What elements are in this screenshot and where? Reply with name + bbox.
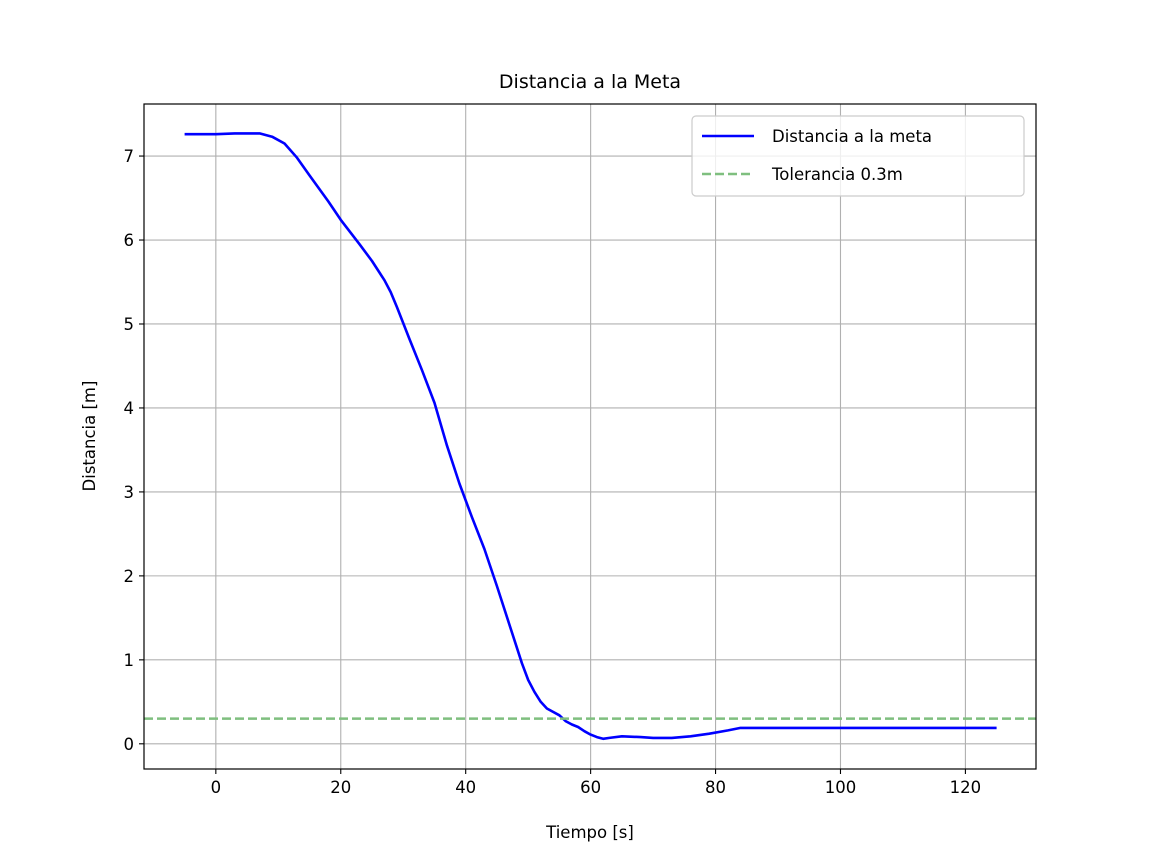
legend-label-tolerancia: Tolerancia 0.3m: [771, 165, 903, 184]
chart-title: Distancia a la Meta: [499, 71, 681, 93]
series-line-distancia: [184, 132, 997, 741]
legend: Distancia a la meta Tolerancia 0.3m: [691, 115, 1025, 197]
y-tick-label: 6: [124, 231, 135, 250]
x-tick-label: 120: [950, 778, 982, 797]
y-tick-label: 2: [124, 567, 135, 586]
ticks: 0 20 40 60 80 100 120 0 1 2 3 4 5 6 7: [124, 147, 982, 797]
y-tick-label: 3: [124, 483, 135, 502]
x-axis-label: Tiempo [s]: [545, 823, 634, 842]
legend-box: [691, 115, 1025, 197]
series-layer: [144, 132, 1036, 741]
y-tick-label: 0: [124, 735, 135, 754]
plot-area: [144, 104, 1036, 769]
y-tick-label: 4: [124, 399, 135, 418]
x-tick-label: 0: [211, 778, 222, 797]
legend-label-distancia: Distancia a la meta: [772, 127, 932, 146]
x-tick-label: 100: [825, 778, 857, 797]
x-tick-label: 60: [580, 778, 601, 797]
plot-frame: [143, 103, 1037, 770]
x-tick-label: 40: [455, 778, 476, 797]
grid: [144, 104, 1036, 769]
y-tick-label: 7: [124, 147, 135, 166]
y-axis-label: Distancia [m]: [80, 381, 99, 492]
y-tick-label: 1: [124, 651, 135, 670]
y-tick-label: 5: [124, 315, 135, 334]
x-tick-label: 20: [330, 778, 351, 797]
x-tick-label: 80: [705, 778, 726, 797]
